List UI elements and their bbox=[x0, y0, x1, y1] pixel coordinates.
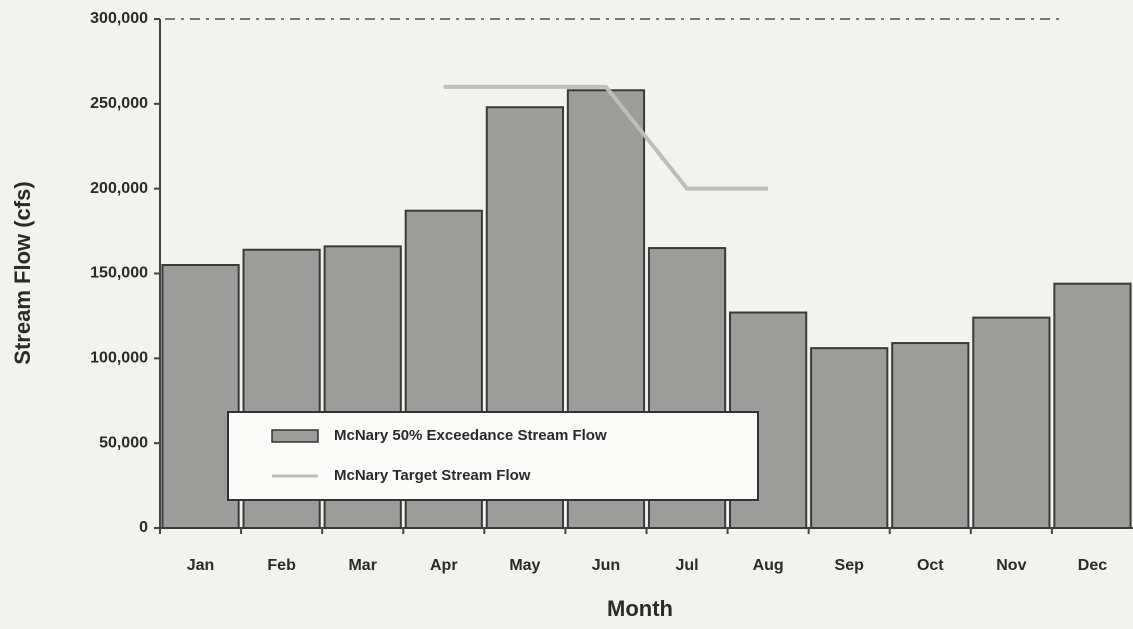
x-tick-label: Jul bbox=[675, 557, 698, 574]
x-tick-label: Dec bbox=[1078, 557, 1107, 574]
line bbox=[443, 84, 769, 191]
legend: McNary 50% Exceedance Stream Flow McNary … bbox=[227, 411, 759, 501]
y-tick-label: 200,000 bbox=[90, 180, 148, 197]
x-tick-label: Nov bbox=[996, 557, 1026, 574]
x-tick-label: Feb bbox=[267, 557, 296, 574]
x-tick-label: Jun bbox=[592, 557, 620, 574]
y-tick-label: 100,000 bbox=[90, 350, 148, 367]
legend-swatch bbox=[271, 429, 319, 443]
legend-box bbox=[227, 411, 759, 501]
x-tick-label: Sep bbox=[835, 557, 865, 574]
y-axis-title: Stream Flow (cfs) bbox=[10, 181, 35, 364]
bar bbox=[972, 316, 1051, 530]
bar bbox=[891, 342, 970, 529]
y-tick-label: 50,000 bbox=[99, 434, 148, 451]
x-tick-label: May bbox=[509, 557, 540, 574]
x-tick-label: Oct bbox=[917, 557, 944, 574]
y-tick-label: 0 bbox=[139, 519, 148, 536]
bar bbox=[161, 264, 240, 529]
y-tick-label: 300,000 bbox=[90, 10, 148, 27]
x-axis-title: Month bbox=[607, 596, 673, 621]
x-tick-label: Apr bbox=[430, 557, 458, 574]
y-tick-label: 150,000 bbox=[90, 265, 148, 282]
y-tick-label: 250,000 bbox=[90, 95, 148, 112]
x-tick-label: Aug bbox=[753, 557, 784, 574]
x-tick-label: Mar bbox=[348, 557, 376, 574]
bar bbox=[810, 347, 889, 529]
legend-label: McNary 50% Exceedance Stream Flow bbox=[334, 427, 607, 444]
x-tick-label: Jan bbox=[187, 557, 215, 574]
legend-label: McNary Target Stream Flow bbox=[334, 467, 531, 484]
bar bbox=[1053, 282, 1132, 529]
